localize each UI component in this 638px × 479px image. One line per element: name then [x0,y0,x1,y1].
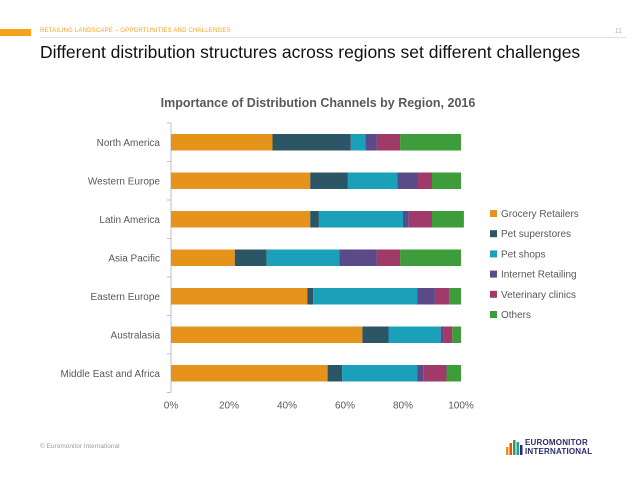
bars-group [171,134,464,382]
logo-line-2: INTERNATIONAL [525,447,593,456]
bar-segment [417,365,424,382]
bar-segment [171,249,235,266]
bar-segment [400,134,461,151]
bar-segment [234,249,267,266]
bar-segment [432,211,464,228]
bar-segment [362,326,389,343]
y-axis: North America Western Europe Latin America… [61,122,172,393]
accent-bar [0,29,31,36]
category-label: Middle East and Africa [61,369,161,380]
legend-label: Veterinary clinics [501,290,576,301]
category-label: Eastern Europe [91,292,161,303]
bar-segment [432,172,461,189]
bar-segment [171,172,311,189]
bar-segment [171,365,328,382]
legend-swatch [490,210,497,217]
bar-segment [310,172,348,189]
legend-swatch [490,311,497,318]
bar-segment [440,326,444,343]
bar-segment [307,288,314,305]
copyright-text: © Euromonitor International [40,443,120,450]
bar-segment [272,134,351,151]
section-label: RETAILING LANDSCAPE – OPPORTUNITIES AND … [40,28,231,34]
bar-segment [446,365,461,382]
bar-segment [339,249,377,266]
category-label: North America [97,138,161,149]
header-divider [40,37,626,38]
legend-label: Others [501,310,531,321]
bar-segment [434,288,450,305]
bar-segment [350,134,366,151]
slide-title: Different distribution structures across… [40,42,581,62]
chart-title: Importance of Distribution Channels by R… [161,96,476,110]
euromonitor-logo: EUROMONITOR INTERNATIONAL [505,436,615,458]
x-axis: 0% 20% 40% 60% 80% 100% [164,401,474,412]
bar-segment [171,288,308,305]
bar-segment [310,211,319,228]
bar-segment [266,249,340,266]
bar-segment [342,365,418,382]
x-tick-label: 40% [277,401,297,412]
bar-segment [423,365,447,382]
bar-segment [403,211,409,228]
category-label: Western Europe [88,176,161,187]
bar-segment [171,326,363,343]
legend-label: Pet superstores [501,229,571,240]
category-label: Australasia [111,330,161,341]
page-number: 11 [614,28,622,35]
legend-label: Internet Retailing [501,270,577,281]
bar-segment [318,211,403,228]
legend-swatch [490,230,497,238]
bar-segment [408,211,432,228]
x-tick-label: 60% [335,401,355,412]
x-tick-label: 0% [164,401,179,412]
legend: Grocery Retailers Pet superstores Pet shop… [490,209,579,321]
bar-segment [327,365,343,382]
bar-segment [443,326,453,343]
legend-label: Grocery Retailers [501,209,579,220]
bar-segment [388,326,441,343]
logo-line-1: EUROMONITOR [525,438,588,447]
bar-segment [400,249,461,266]
bar-segment [171,211,311,228]
category-label: Latin America [99,215,160,226]
stacked-bar-chart: Importance of Distribution Channels by R… [61,96,579,412]
globe-logo-icon [506,440,523,455]
bar-segment [365,134,377,151]
bar-segment [171,134,273,151]
legend-swatch [490,270,497,278]
bar-segment [313,288,418,305]
bar-segment [417,172,432,189]
legend-swatch [490,290,497,298]
bar-segment [449,288,461,305]
legend-swatch [490,250,497,258]
bar-segment [417,288,435,305]
bar-segment [452,326,461,343]
legend-label: Pet shops [501,249,545,260]
x-tick-label: 100% [448,401,474,412]
bar-segment [376,249,401,266]
x-tick-label: 20% [219,401,239,412]
bar-segment [347,172,398,189]
bar-segment [397,172,418,189]
x-tick-label: 80% [393,401,413,412]
category-label: Asia Pacific [108,253,160,264]
bar-segment [376,134,401,151]
